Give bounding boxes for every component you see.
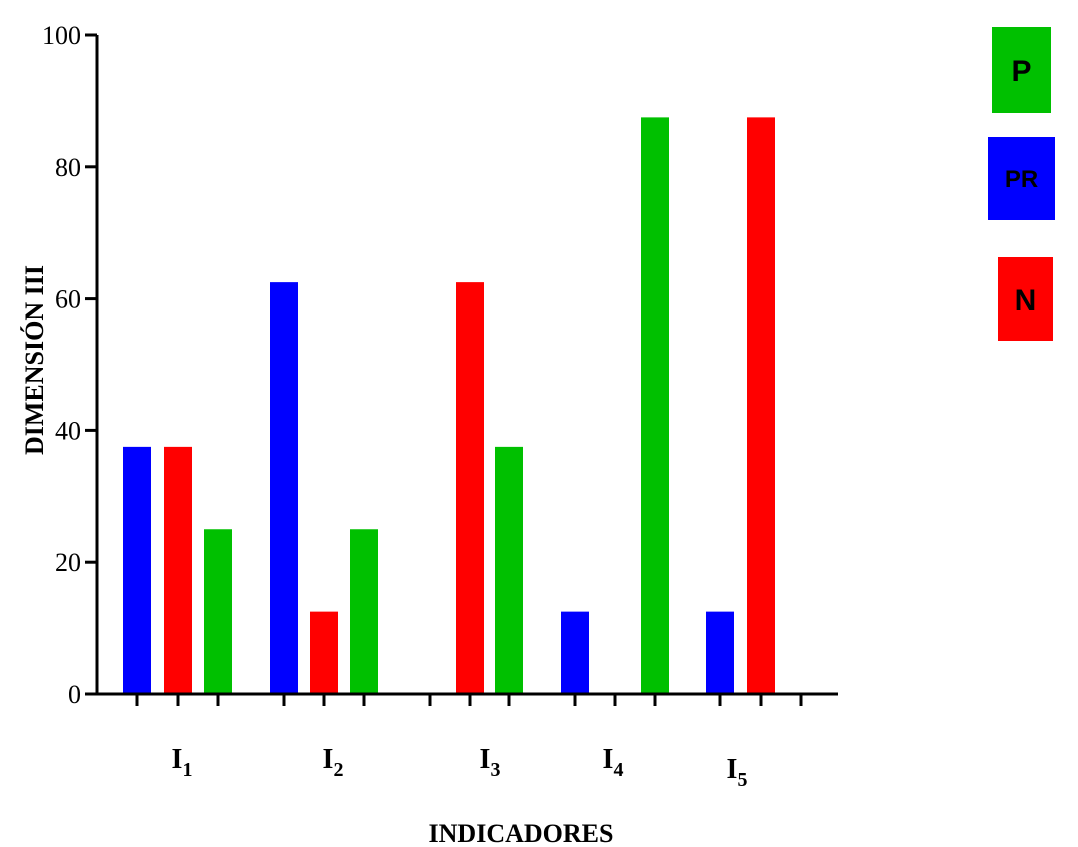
bar-p-3: [495, 446, 523, 694]
y-tick-label: 40: [55, 416, 81, 445]
bar-n-1: [164, 446, 192, 694]
legend-swatch-p: [992, 27, 1051, 113]
category-label-5: I5: [727, 754, 748, 791]
legend-label-n: N: [1015, 284, 1037, 317]
axes-layer: [95, 35, 838, 696]
bar-pr-2: [270, 282, 298, 694]
legend-label-pr: PR: [1005, 166, 1038, 193]
bars-layer: [123, 117, 775, 694]
x-ticks-layer: [135, 694, 803, 706]
bar-n-3: [456, 282, 484, 694]
legend-label-p: P: [1011, 55, 1031, 88]
bar-p-1: [204, 529, 232, 694]
x-axis-title: INDICADORES: [429, 819, 614, 847]
y-tick-label: 100: [42, 21, 81, 50]
y-axis-title: DIMENSIÓN III: [20, 265, 49, 455]
bar-p-2: [350, 529, 378, 694]
bar-p-4: [641, 117, 669, 694]
bar-n-2: [310, 611, 338, 694]
y-tick-label: 60: [55, 285, 81, 314]
category-label-4: I4: [603, 744, 624, 781]
legend: P PR N: [988, 27, 1055, 341]
category-label-3: I3: [480, 744, 501, 781]
legend-swatch-pr: [988, 137, 1055, 220]
legend-swatch-n: [998, 257, 1053, 341]
y-ticks-layer: 0 20 40 60 80 100: [42, 21, 97, 709]
category-label-2: I2: [323, 744, 344, 781]
bar-pr-4: [561, 611, 589, 694]
bar-pr-5: [706, 611, 734, 694]
category-label-1: I1: [172, 744, 193, 781]
category-labels-layer: I1 I2 I3 I4 I5: [172, 744, 748, 791]
bar-n-5: [747, 117, 775, 694]
y-tick-label: 20: [55, 548, 81, 577]
y-tick-label: 80: [55, 153, 81, 182]
y-tick-label: 0: [68, 680, 81, 709]
bar-pr-1: [123, 446, 151, 694]
